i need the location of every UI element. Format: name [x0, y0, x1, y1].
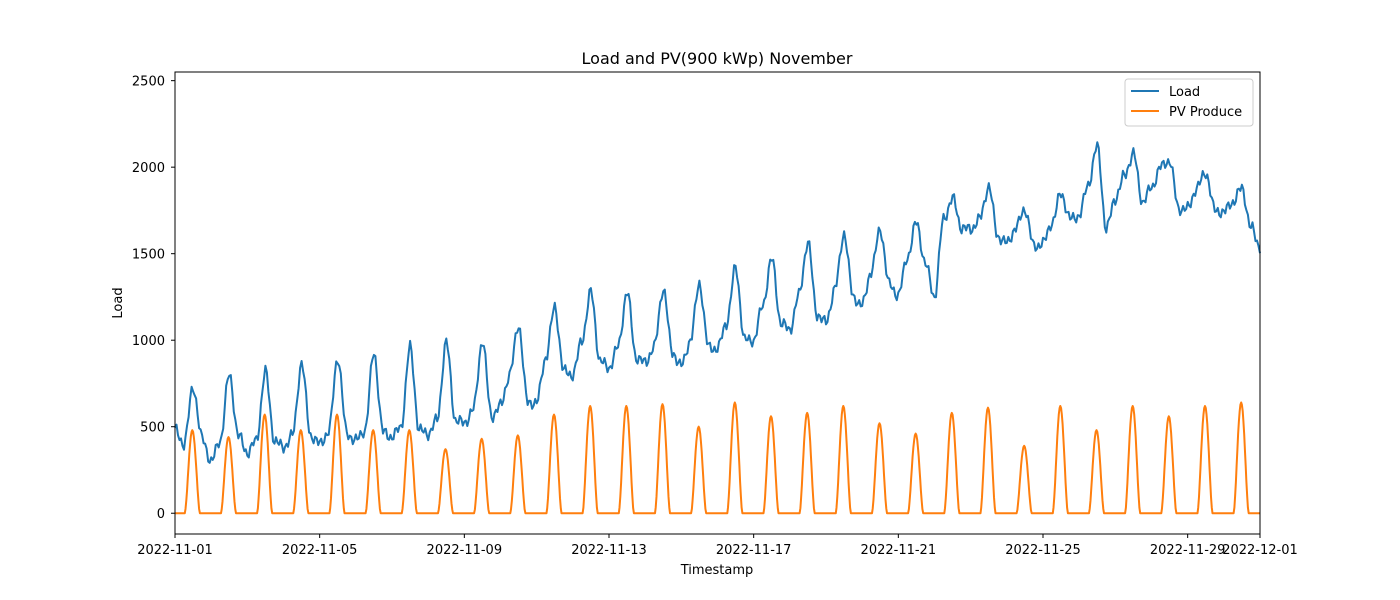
- x-axis: 2022-11-01 2022-11-05 2022-11-09 2022-11-13…: [137, 534, 1298, 558]
- x-axis-title: Timestamp: [680, 563, 754, 578]
- chart-title: Load and PV(900 kWp) November: [582, 49, 853, 68]
- y-tick-label: 2000: [132, 161, 165, 176]
- y-axis: 0 500 1000 1500 2000 2500: [132, 75, 175, 522]
- series-layer: [174, 141, 1261, 515]
- x-tick-label: 2022-11-13: [571, 543, 647, 558]
- x-tick-label: 2022-11-29: [1150, 543, 1226, 558]
- y-axis-title: Load: [111, 287, 126, 318]
- x-tick-label: 2022-11-09: [427, 543, 503, 558]
- series-line-pv-produce: [174, 401, 1261, 515]
- y-tick-label: 1500: [132, 248, 165, 263]
- legend-label-pv: PV Produce: [1169, 105, 1242, 120]
- plot-frame: [174, 71, 1261, 535]
- x-tick-label: 2022-11-17: [716, 543, 792, 558]
- y-tick-label: 2500: [132, 75, 165, 90]
- x-tick-label: 2022-11-25: [1005, 543, 1081, 558]
- y-tick-label: 500: [140, 421, 165, 436]
- series-line-load: [174, 141, 1261, 464]
- y-tick-label: 0: [157, 507, 165, 522]
- x-tick-label: 2022-11-05: [282, 543, 358, 558]
- y-tick-label: 1000: [132, 334, 165, 349]
- x-tick-label: 2022-12-01: [1222, 543, 1298, 558]
- legend: Load PV Produce: [1124, 78, 1254, 127]
- x-tick-label: 2022-11-01: [137, 543, 213, 558]
- x-tick-label: 2022-11-21: [861, 543, 937, 558]
- legend-label-load: Load: [1169, 85, 1200, 100]
